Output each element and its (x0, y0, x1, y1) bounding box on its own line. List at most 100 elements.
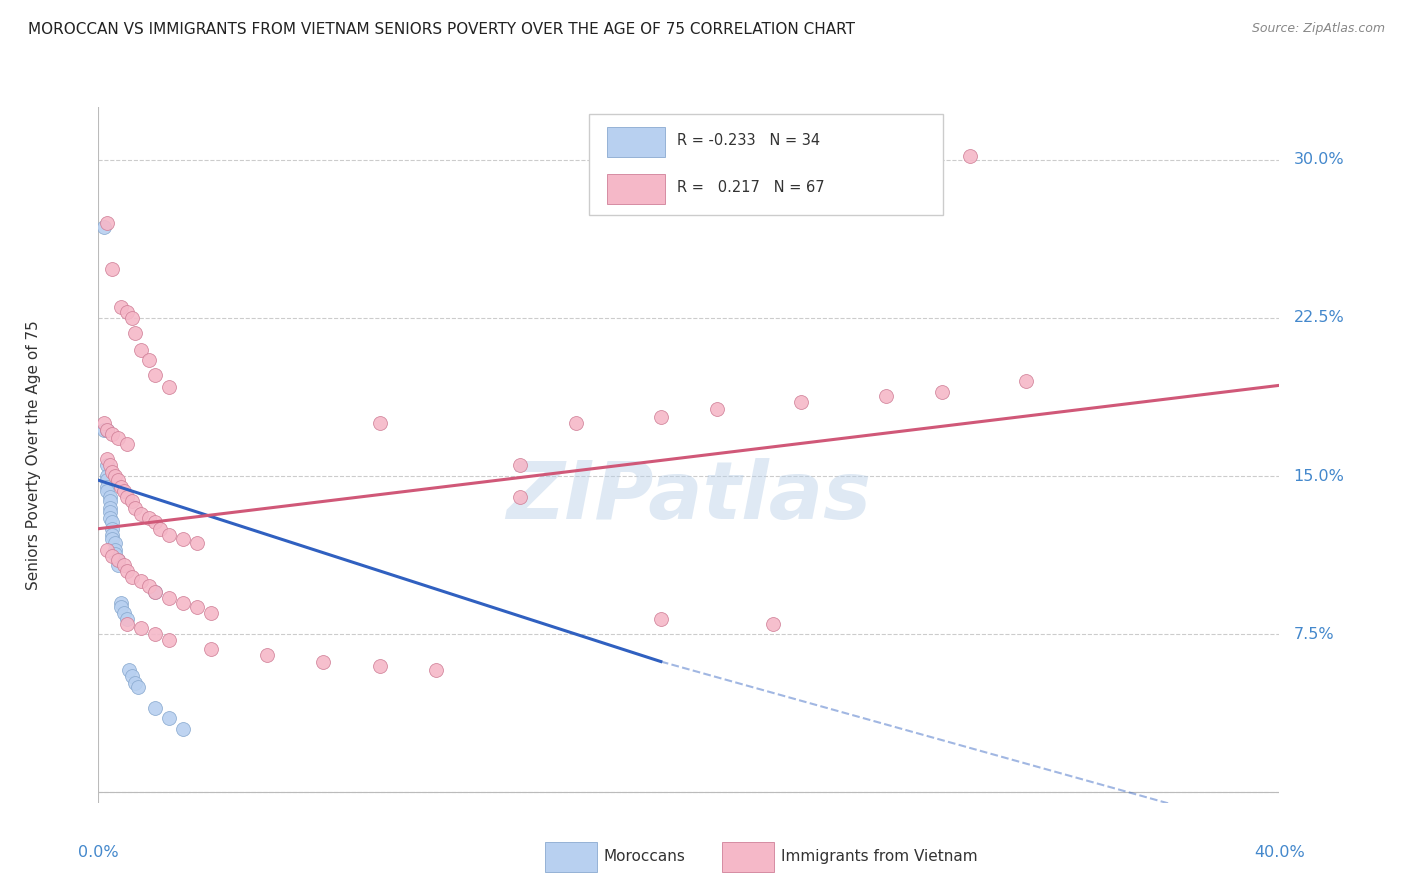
Point (96, 423, 118, 437)
Point (157, 591, 180, 606)
Point (96, 469, 118, 483)
Point (368, 417, 391, 431)
Point (98, 494, 121, 508)
Point (790, 395, 813, 409)
Point (101, 426, 124, 441)
Point (115, 612, 138, 626)
Point (96, 479, 118, 493)
Text: Moroccans: Moroccans (605, 849, 686, 863)
Point (101, 528, 124, 542)
Point (143, 585, 166, 599)
Point (650, 612, 672, 626)
Point (312, 655, 335, 669)
FancyBboxPatch shape (546, 842, 596, 871)
Point (93, 423, 115, 437)
Point (172, 595, 194, 609)
Text: R =   0.217   N = 67: R = 0.217 N = 67 (678, 180, 825, 195)
Point (565, 417, 588, 431)
Point (115, 304, 138, 318)
Point (138, 511, 160, 525)
Point (256, 648, 278, 663)
Point (93, 417, 115, 431)
Point (1015, 374, 1038, 388)
Point (706, 401, 728, 416)
Point (138, 579, 160, 593)
Text: 0.0%: 0.0% (79, 845, 118, 860)
Point (101, 533, 124, 547)
Point (98, 500, 121, 515)
Point (101, 522, 124, 536)
Point (115, 437, 138, 451)
Point (107, 431, 129, 445)
Point (143, 585, 166, 599)
Point (101, 516, 124, 530)
Point (96, 483, 118, 498)
Point (98, 511, 121, 525)
Text: 22.5%: 22.5% (1294, 310, 1344, 326)
Point (124, 675, 146, 690)
Point (115, 564, 138, 578)
Point (112, 606, 135, 620)
Text: Seniors Poverty Over the Age of 75: Seniors Poverty Over the Age of 75 (25, 320, 41, 590)
Point (931, 384, 953, 399)
Point (121, 494, 143, 508)
Point (107, 558, 129, 572)
Point (96, 542, 118, 557)
Point (186, 536, 208, 550)
Point (118, 663, 141, 677)
Point (107, 553, 129, 567)
Point (121, 310, 143, 325)
Point (112, 558, 135, 572)
Point (112, 483, 135, 498)
Point (129, 574, 152, 589)
Point (127, 680, 149, 694)
Point (875, 389, 897, 403)
Point (110, 301, 132, 315)
Point (509, 458, 531, 473)
Point (121, 669, 143, 683)
Point (157, 633, 180, 648)
Point (143, 368, 166, 382)
Point (110, 599, 132, 614)
Point (96, 473, 118, 487)
Point (172, 533, 194, 547)
FancyBboxPatch shape (607, 127, 665, 157)
Text: Immigrants from Vietnam: Immigrants from Vietnam (782, 849, 977, 863)
Point (121, 570, 143, 584)
Point (143, 701, 166, 715)
FancyBboxPatch shape (723, 842, 773, 871)
Point (157, 528, 180, 542)
Text: MOROCCAN VS IMMIGRANTS FROM VIETNAM SENIORS POVERTY OVER THE AGE OF 75 CORRELATI: MOROCCAN VS IMMIGRANTS FROM VIETNAM SENI… (28, 22, 855, 37)
Text: 7.5%: 7.5% (1294, 627, 1334, 641)
Point (104, 469, 127, 483)
Point (96, 423, 118, 437)
Point (425, 663, 447, 677)
FancyBboxPatch shape (589, 114, 943, 215)
FancyBboxPatch shape (607, 174, 665, 204)
Point (143, 516, 166, 530)
Point (115, 616, 138, 631)
Point (96, 458, 118, 473)
Text: ZIPatlas: ZIPatlas (506, 458, 872, 536)
Point (98, 505, 121, 519)
Point (172, 722, 194, 736)
Point (104, 547, 127, 561)
Point (101, 262, 124, 277)
Point (98, 490, 121, 504)
Point (509, 490, 531, 504)
Point (96, 452, 118, 467)
Point (157, 380, 180, 394)
Point (124, 500, 146, 515)
Point (107, 553, 129, 567)
Point (200, 641, 222, 656)
Point (96, 216, 118, 230)
Point (110, 595, 132, 609)
Text: R = -0.233   N = 34: R = -0.233 N = 34 (678, 133, 820, 148)
Point (124, 326, 146, 340)
Point (110, 479, 132, 493)
Point (104, 542, 127, 557)
Point (368, 658, 391, 673)
Point (200, 606, 222, 620)
Point (101, 465, 124, 479)
Point (104, 536, 127, 550)
